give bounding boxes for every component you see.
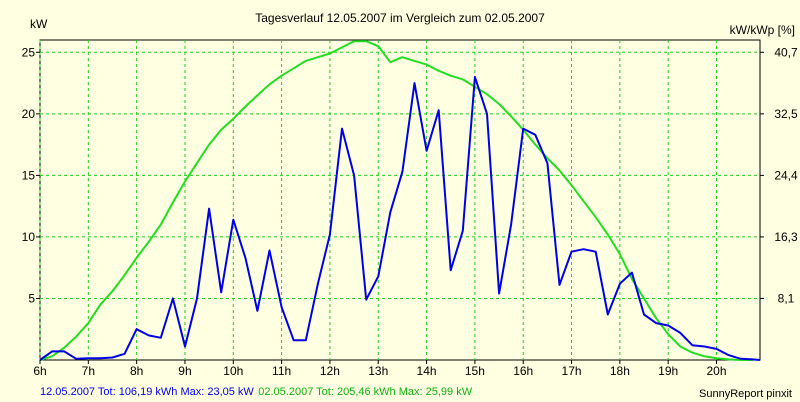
x-tick-label: 10h: [223, 364, 243, 378]
x-tick-label: 6h: [33, 364, 46, 378]
x-tick-label: 18h: [610, 364, 630, 378]
credit: SunnyReport pinxit: [699, 384, 792, 402]
y-axis-left-label: kW: [30, 17, 48, 31]
x-tick-label: 20h: [706, 364, 726, 378]
y-right-tick-label: 40,7: [774, 45, 798, 59]
y-right-tick-label: 24,4: [774, 168, 798, 182]
y-axis-right-label: kW/kWp [%]: [730, 23, 795, 37]
x-tick-label: 12h: [320, 364, 340, 378]
y-left-tick-label: 5: [28, 291, 35, 305]
plot-area-frame: [39, 39, 761, 361]
series-2-stats: 02.05.2007 Tot: 205,46 kWh Max: 25,99 kW: [258, 386, 473, 398]
y-right-tick-label: 8,1: [778, 291, 795, 305]
chart-title: Tagesverlauf 12.05.2007 im Vergleich zum…: [255, 11, 545, 25]
series-line-12.05.2007: [39, 75, 761, 361]
x-tick-label: 8h: [130, 364, 143, 378]
series-1-stats: 12.05.2007 Tot: 106,19 kWh Max: 23,05 kW: [40, 386, 254, 398]
y-left-tick-label: 10: [22, 230, 36, 244]
x-tick-label: 9h: [178, 364, 191, 378]
y-right-tick-label: 32,5: [774, 107, 798, 121]
x-tick-label: 17h: [562, 364, 582, 378]
y-right-tick-label: 16,3: [774, 230, 798, 244]
tick-labels: 6h 7h 8h 9h 10h 11h 12h 13h 14h 15h 16h 17h 18h 19h 20…: [22, 45, 798, 378]
x-tick-label: 7h: [82, 364, 95, 378]
x-tick-label: 15h: [465, 364, 485, 378]
y-left-tick-label: 20: [22, 107, 36, 121]
x-tick-label: 16h: [513, 364, 533, 378]
credit-text: SunnyReport pinxit: [699, 388, 792, 400]
series-group: [39, 40, 761, 361]
series-line-02.05.2007: [39, 40, 753, 361]
footer-stats: 12.05.2007 Tot: 106,19 kWh Max: 23,05 kW…: [40, 382, 472, 400]
x-tick-label: 19h: [658, 364, 678, 378]
x-tick-label: 11h: [272, 364, 291, 378]
x-tick-label: 14h: [417, 364, 437, 378]
y-left-tick-label: 15: [22, 168, 36, 182]
y-left-tick-label: 25: [22, 45, 36, 59]
x-tick-label: 13h: [368, 364, 388, 378]
